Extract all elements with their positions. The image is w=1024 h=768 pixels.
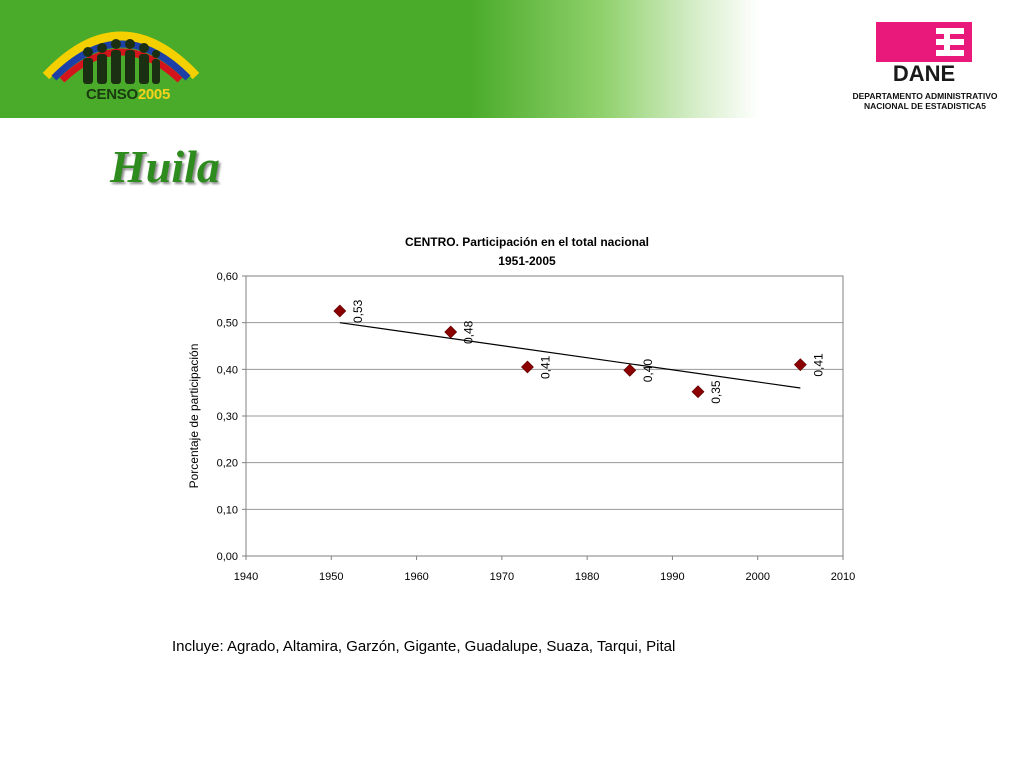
x-tick-label: 1950 — [319, 571, 343, 583]
y-tick-label: 0,30 — [217, 411, 238, 423]
trendline-path — [339, 322, 801, 389]
page-title: Huila — [110, 141, 220, 192]
x-tick-label: 1970 — [490, 571, 514, 583]
censo-arc-red — [59, 48, 183, 83]
people-icon — [83, 39, 160, 84]
data-label: 0,48 — [462, 320, 476, 344]
y-axis-label: Porcentaje de participación — [187, 344, 201, 489]
data-point — [691, 385, 705, 399]
data-label: 0,41 — [811, 353, 825, 377]
dane-subtitle: DEPARTAMENTO ADMINISTRATIVO NACIONAL DE … — [840, 91, 1010, 111]
dane-subtitle-line2: NACIONAL DE ESTADISTICA5 — [863, 101, 986, 111]
footnote: Incluye: Agrado, Altamira, Garzón, Gigan… — [172, 638, 676, 655]
chart-title: CENTRO. Participación en el total nacion… — [405, 235, 649, 249]
y-tick-label: 0,00 — [217, 551, 238, 563]
y-tick-label: 0,50 — [217, 318, 238, 330]
censo-logo — [42, 31, 200, 84]
censo-arc-yellow — [42, 31, 200, 80]
censo-logo-text: CENSO2005 — [86, 86, 171, 103]
y-tick-label: 0,20 — [217, 458, 238, 470]
axes: 0,00 0,10 0,20 0,30 0,40 0,50 0,60 1940 1950 1960… — [217, 271, 856, 583]
data-point — [333, 304, 347, 318]
dane-logo: DANE — [876, 22, 972, 86]
data-label: 0,35 — [709, 380, 723, 404]
data-label: 0,40 — [641, 359, 655, 383]
dane-subtitle-line1: DEPARTAMENTO ADMINISTRATIVO — [852, 91, 998, 101]
data-label: 0,53 — [351, 299, 365, 323]
dane-logo-text: DANE — [893, 61, 955, 86]
header-banner: CENSO2005 DANE DEPARTAMENTO ADMINISTRATI… — [0, 0, 1024, 118]
censo-logo-year: 2005 — [137, 86, 171, 103]
data-point — [623, 363, 637, 377]
y-tick-label: 0,10 — [217, 504, 238, 516]
data-point — [521, 360, 534, 374]
x-tick-label: 1990 — [660, 571, 684, 583]
y-tick-label: 0,60 — [217, 271, 238, 283]
chart-subtitle: 1951-2005 — [498, 254, 556, 268]
data-point — [444, 325, 458, 339]
trendline — [339, 322, 801, 389]
data-label: 0,41 — [538, 355, 552, 379]
x-tick-label: 1960 — [404, 571, 428, 583]
data-points — [333, 304, 807, 399]
x-tick-label: 1980 — [575, 571, 599, 583]
data-labels: 0,53 0,48 0,41 0,40 0,35 0,41 — [351, 299, 826, 403]
y-tick-label: 0,40 — [217, 364, 238, 376]
x-tick-label: 2000 — [745, 571, 769, 583]
x-tick-label: 1940 — [234, 571, 258, 583]
grid-lines — [246, 322, 843, 510]
x-tick-label: 2010 — [831, 571, 855, 583]
data-point — [793, 358, 807, 372]
